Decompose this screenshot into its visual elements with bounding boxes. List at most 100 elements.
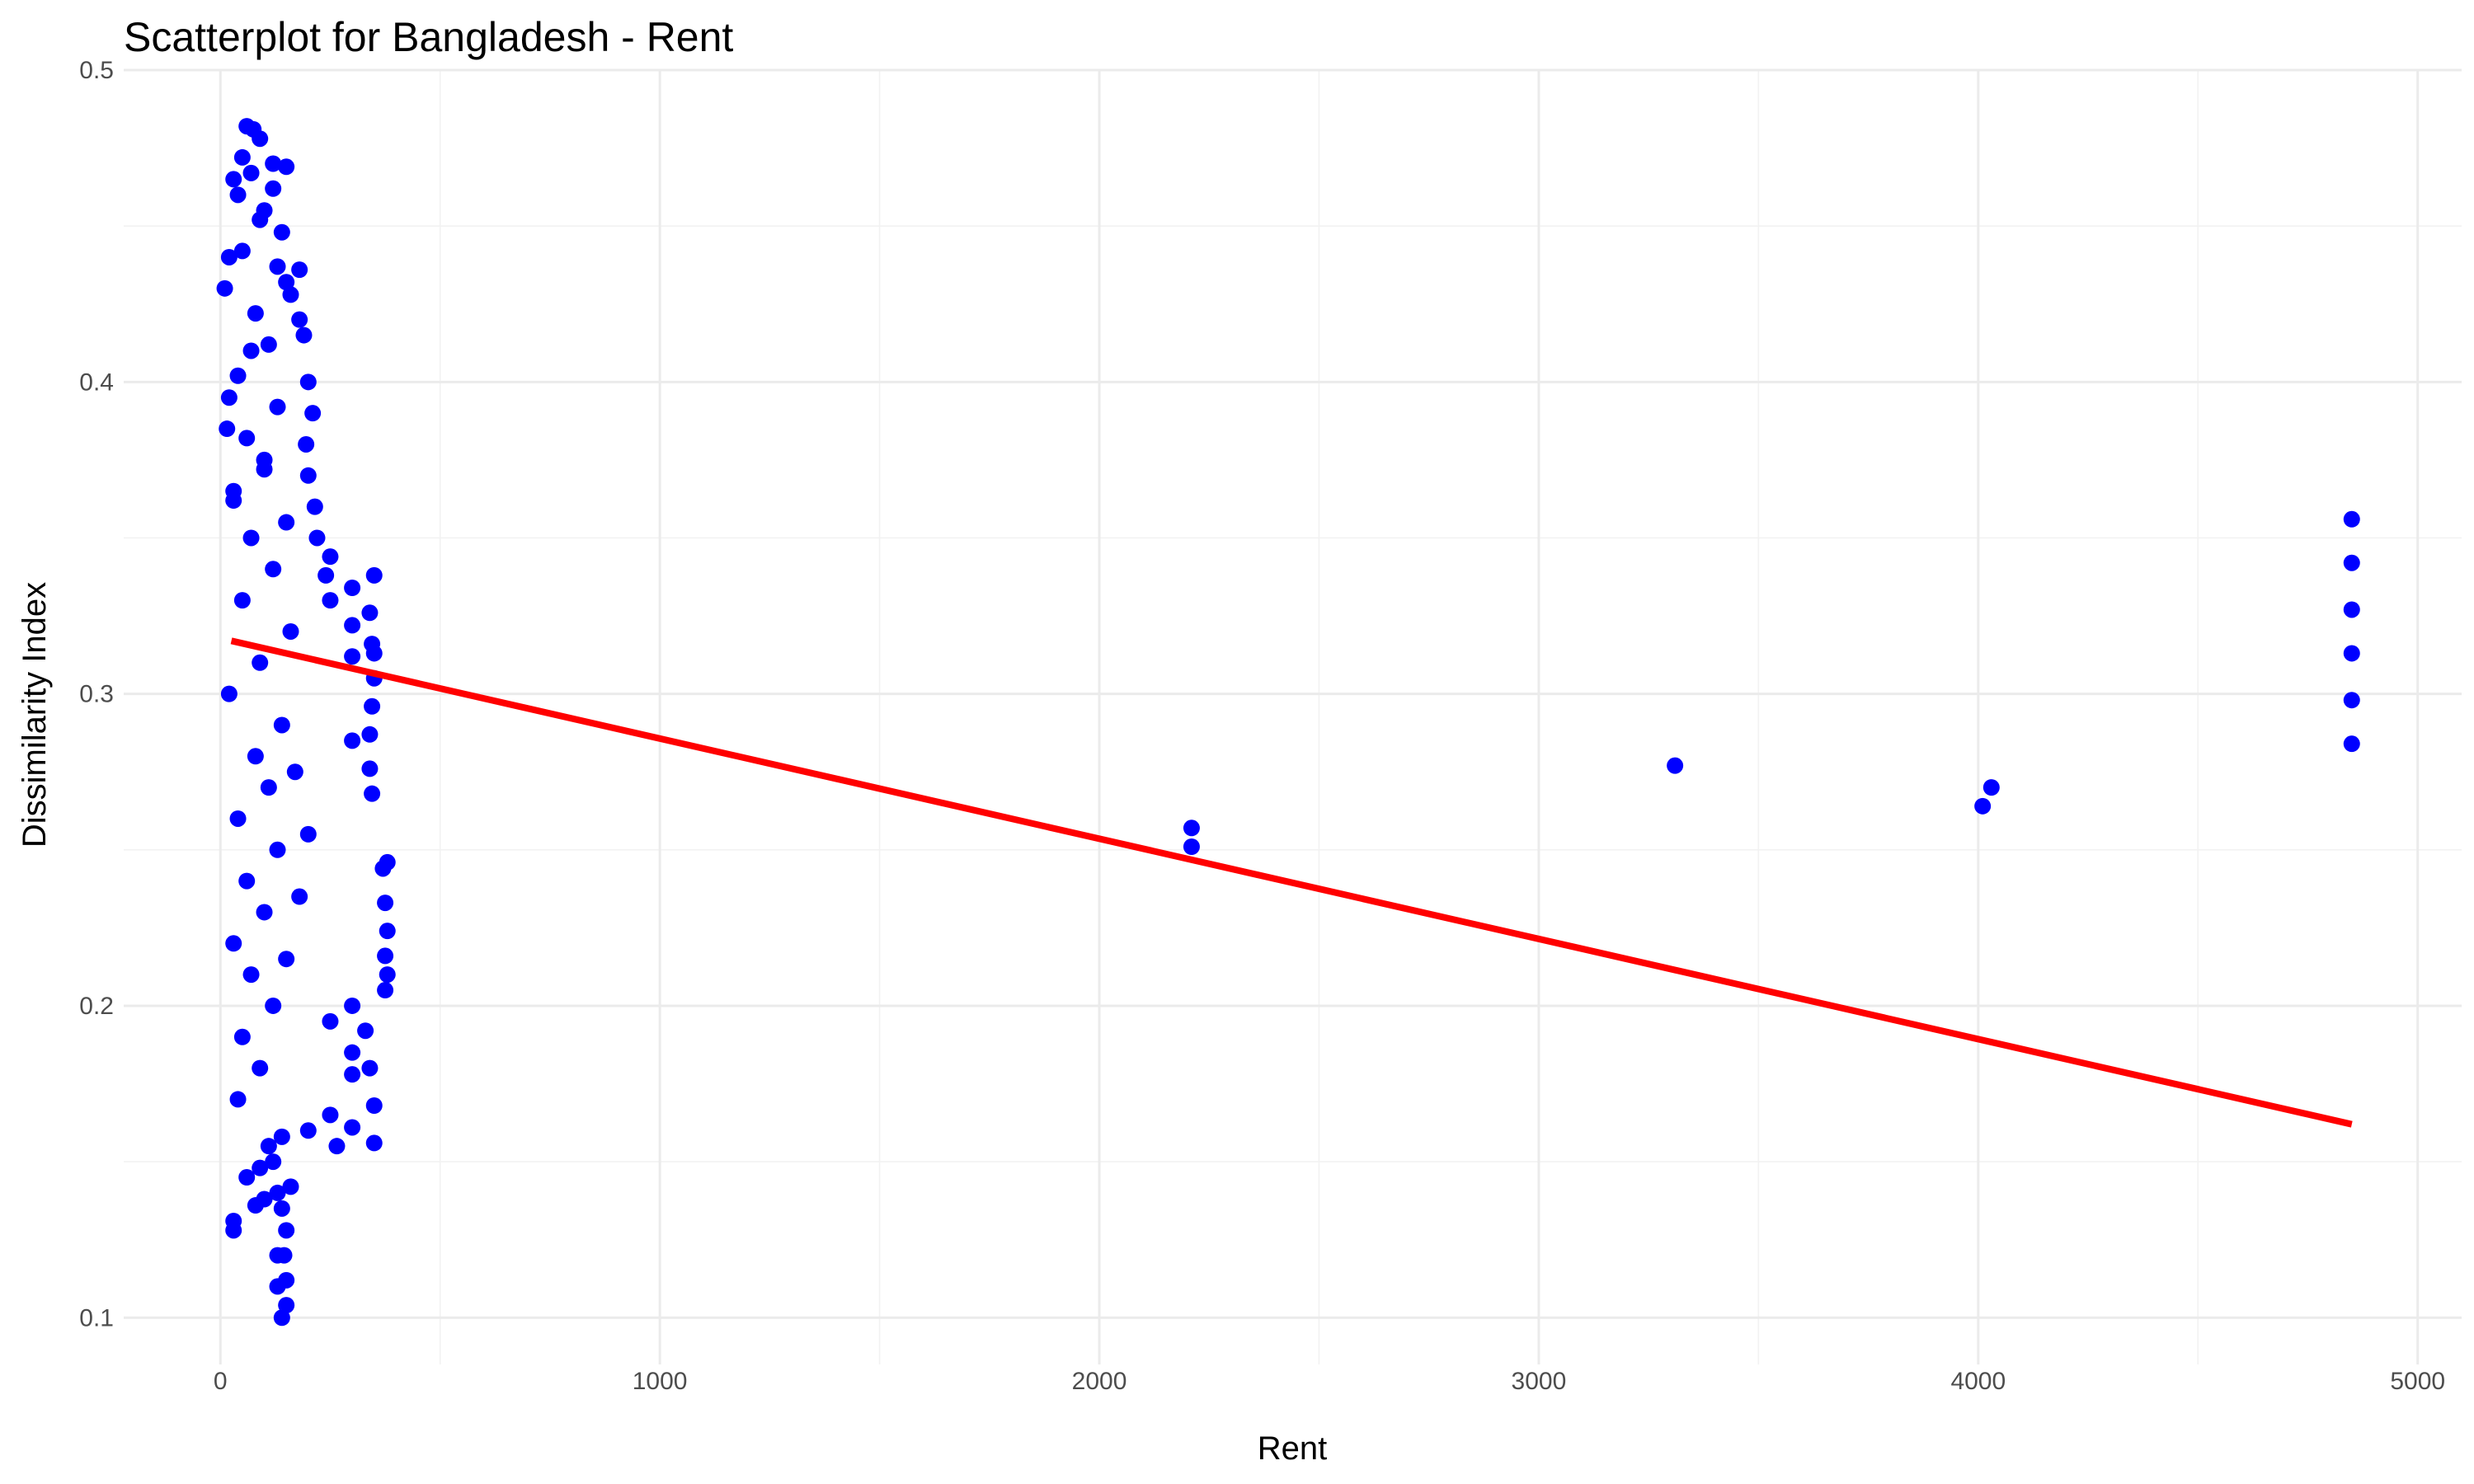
data-point (357, 1022, 374, 1040)
data-point (1982, 779, 2000, 796)
data-point (260, 779, 277, 796)
y-axis-label: Dissimilarity Index (16, 582, 53, 848)
data-point (282, 1178, 299, 1195)
data-point (233, 242, 251, 260)
data-point (265, 997, 282, 1014)
data-point (229, 810, 247, 827)
data-point (278, 274, 295, 291)
data-point (220, 389, 238, 406)
data-point (377, 895, 394, 912)
data-point (306, 498, 323, 515)
data-point (365, 1097, 383, 1114)
data-point (322, 592, 339, 609)
data-point (256, 461, 273, 478)
x-tick-label: 3000 (1512, 1368, 1567, 1395)
data-point (344, 997, 361, 1014)
data-point (379, 923, 396, 940)
data-point (225, 935, 242, 952)
data-point (361, 604, 379, 622)
data-point (304, 405, 322, 422)
data-point (229, 1091, 247, 1108)
data-point (238, 430, 256, 447)
x-axis-label: Rent (1258, 1430, 1328, 1467)
data-point (286, 763, 303, 781)
data-point (275, 1247, 293, 1264)
data-point (291, 261, 308, 279)
data-point (233, 1028, 251, 1045)
data-point (252, 654, 269, 671)
data-point (278, 1297, 295, 1314)
data-point (298, 435, 315, 453)
data-point (219, 420, 236, 438)
x-axis-ticks: 0 1000 2000 3000 4000 5000 (214, 1368, 2445, 1395)
data-point (273, 1309, 290, 1327)
data-point (2343, 645, 2360, 662)
y-tick-label: 0.4 (79, 369, 114, 396)
data-point (322, 548, 339, 566)
data-point (364, 785, 381, 802)
data-point (229, 186, 247, 204)
y-tick-label: 0.3 (79, 681, 114, 708)
data-point (273, 1128, 290, 1145)
data-point (265, 1153, 282, 1171)
data-point (273, 1200, 290, 1217)
trend-line (230, 637, 2353, 1128)
data-point (242, 966, 260, 984)
data-point (344, 732, 361, 749)
x-tick-label: 5000 (2390, 1368, 2445, 1395)
data-point (273, 716, 290, 734)
data-point (242, 164, 260, 181)
data-point (379, 966, 396, 984)
data-point (317, 566, 335, 584)
data-point (247, 748, 264, 765)
data-point (238, 1169, 256, 1186)
data-point (269, 398, 286, 416)
data-point (273, 223, 290, 241)
data-point (295, 326, 313, 344)
data-point (344, 648, 361, 665)
data-point (233, 148, 251, 166)
data-point (365, 1134, 383, 1152)
data-point (282, 622, 299, 640)
data-point (1667, 757, 1684, 774)
data-point (299, 373, 317, 391)
data-point (344, 1066, 361, 1083)
data-point (1974, 797, 1992, 815)
data-point (260, 336, 277, 353)
data-point (308, 529, 326, 547)
data-point (233, 592, 251, 609)
data-point (225, 492, 242, 510)
data-point (269, 841, 286, 858)
data-point (361, 760, 379, 777)
x-tick-label: 2000 (1072, 1368, 1127, 1395)
data-point (344, 1044, 361, 1061)
data-point (365, 645, 383, 662)
y-tick-label: 0.5 (79, 57, 114, 84)
data-point (1183, 819, 1200, 837)
data-point (229, 367, 247, 384)
data-point (265, 180, 282, 197)
data-point (2343, 692, 2360, 709)
x-tick-label: 1000 (633, 1368, 688, 1395)
data-point (269, 1278, 286, 1295)
data-point (365, 566, 383, 584)
x-tick-label: 4000 (1950, 1368, 2006, 1395)
data-point (299, 825, 317, 843)
data-point (252, 1059, 269, 1077)
data-point (242, 342, 260, 359)
data-point (242, 529, 260, 547)
data-point (299, 1122, 317, 1139)
data-point (278, 514, 295, 531)
trend-line-group (230, 637, 2353, 1128)
data-point (247, 1197, 264, 1214)
data-point (361, 1059, 379, 1077)
data-point (344, 1119, 361, 1136)
data-point (265, 155, 282, 172)
data-point (364, 697, 381, 715)
data-point (265, 561, 282, 578)
data-point (252, 1159, 269, 1176)
data-point (260, 1138, 277, 1155)
data-point (299, 467, 317, 484)
data-point (282, 286, 299, 303)
